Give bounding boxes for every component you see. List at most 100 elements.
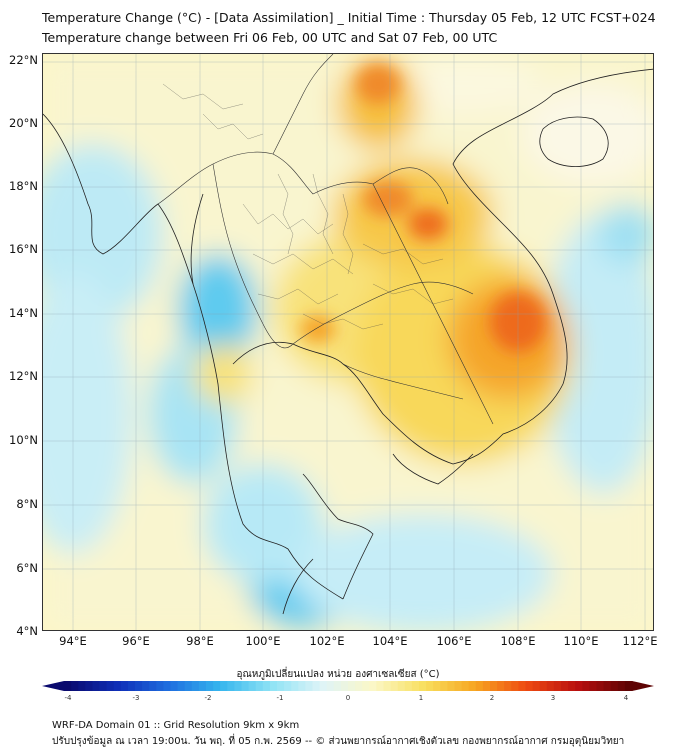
lat-label: 6°N xyxy=(16,561,38,575)
lon-label: 106°E xyxy=(436,634,472,648)
colorbar-cell xyxy=(596,681,605,691)
colorbar-cell xyxy=(255,681,264,691)
colorbar-tick-label: 2 xyxy=(489,694,495,702)
colorbar-cell xyxy=(419,681,427,691)
colorbar-cell xyxy=(553,681,562,691)
colorbar-cell xyxy=(269,681,278,691)
colorbar-cell xyxy=(277,681,285,691)
colorbar-cell xyxy=(333,681,342,691)
colorbar-cell xyxy=(78,681,86,691)
colorbar-cell xyxy=(624,681,633,691)
lat-label: 8°N xyxy=(16,497,38,511)
colorbar-cell xyxy=(454,681,463,691)
colorbar-cell xyxy=(241,681,250,691)
colorbar-tick-label: 1 xyxy=(418,694,424,702)
colorbar-cell xyxy=(348,681,356,691)
colorbar-cell xyxy=(326,681,335,691)
colorbar-cell xyxy=(504,681,512,691)
colorbar-cell xyxy=(603,681,612,691)
colorbar-cell xyxy=(142,681,150,691)
lat-label: 10°N xyxy=(9,433,38,447)
colorbar-cell xyxy=(99,681,108,691)
lat-label: 14°N xyxy=(9,306,38,320)
colorbar-cell xyxy=(355,681,363,691)
lon-label: 112°E xyxy=(622,634,658,648)
lon-label: 108°E xyxy=(500,634,536,648)
colorbar-cell xyxy=(582,681,590,691)
footer-credit: ปรับปรุงข้อมูล ณ เวลา 19:00น. วัน พฤ. ที… xyxy=(52,736,625,747)
colorbar-cell xyxy=(248,681,257,691)
colorbar-cell xyxy=(362,681,370,691)
colorbar-cell xyxy=(383,681,392,691)
colorbar-cell xyxy=(71,681,79,691)
colorbar-cell xyxy=(525,681,534,691)
colorbar-cell xyxy=(191,681,200,691)
colorbar-cell xyxy=(482,681,491,691)
map-canvas xyxy=(43,54,653,630)
lat-label: 4°N xyxy=(16,624,38,638)
lon-label: 110°E xyxy=(563,634,599,648)
colorbar-max-extend xyxy=(632,681,654,691)
lat-label: 18°N xyxy=(9,179,38,193)
colorbar-cell xyxy=(426,681,434,691)
colorbar-cell xyxy=(184,681,193,691)
temperature-field xyxy=(43,54,653,630)
lat-label: 12°N xyxy=(9,369,38,383)
colorbar-cell xyxy=(561,681,569,691)
colorbar-cell xyxy=(610,681,619,691)
colorbar-tick-label: 4 xyxy=(623,694,629,702)
colorbar-cell xyxy=(113,681,122,691)
colorbar-cell xyxy=(518,681,527,691)
colorbar-cell xyxy=(433,681,441,691)
lon-label: 98°E xyxy=(186,634,214,648)
colorbar-cell xyxy=(127,681,136,691)
colorbar-cell xyxy=(213,681,221,691)
map-title: Temperature Change (°C) - [Data Assimila… xyxy=(42,10,656,25)
colorbar-cell xyxy=(234,681,243,691)
colorbar-cell xyxy=(617,681,626,691)
colorbar-cell xyxy=(177,681,186,691)
colorbar-cell xyxy=(284,681,292,691)
colorbar-cell xyxy=(305,681,314,691)
colorbar-cell xyxy=(369,681,377,691)
colorbar-cell xyxy=(390,681,399,691)
colorbar-cell xyxy=(135,681,143,691)
colorbar-cell xyxy=(227,681,235,691)
colorbar-cell xyxy=(376,681,385,691)
colorbar-cell xyxy=(568,681,576,691)
colorbar-cell xyxy=(319,681,328,691)
lon-label: 94°E xyxy=(59,634,87,648)
lat-label: 16°N xyxy=(9,242,38,256)
colorbar-cells xyxy=(42,681,654,691)
coastlines xyxy=(43,68,653,615)
colorbar-tick-label: -2 xyxy=(204,694,212,702)
colorbar-title: อุณหภูมิเปลี่ยนแปลง หน่วย องศาเซลเซียส (… xyxy=(236,669,440,680)
colorbar-cell xyxy=(404,681,413,691)
colorbar-cell xyxy=(298,681,306,691)
colorbar-cell xyxy=(312,681,321,691)
colorbar-cell xyxy=(198,681,207,691)
lat-label: 22°N xyxy=(9,53,38,67)
lon-label: 104°E xyxy=(372,634,408,648)
colorbar xyxy=(42,681,654,691)
lon-label: 102°E xyxy=(309,634,345,648)
colorbar-cell xyxy=(539,681,548,691)
colorbar-tick-label: -1 xyxy=(276,694,284,702)
colorbar-cell xyxy=(340,681,349,691)
colorbar-cell xyxy=(149,681,157,691)
province-borders xyxy=(162,83,454,330)
map-subtitle: Temperature change between Fri 06 Feb, 0… xyxy=(42,30,498,45)
colorbar-tick-label: 0 xyxy=(345,694,351,702)
colorbar-cell xyxy=(156,681,164,691)
colorbar-cell xyxy=(291,681,299,691)
colorbar-cell xyxy=(85,681,93,691)
colorbar-min-extend xyxy=(42,681,64,691)
colorbar-tick-label: -4 xyxy=(64,694,72,702)
colorbar-cell xyxy=(589,681,598,691)
colorbar-cell xyxy=(120,681,129,691)
colorbar-cell xyxy=(206,681,214,691)
lon-label: 96°E xyxy=(122,634,150,648)
lon-label: 100°E xyxy=(245,634,281,648)
colorbar-cell xyxy=(546,681,555,691)
colorbar-cell xyxy=(497,681,505,691)
